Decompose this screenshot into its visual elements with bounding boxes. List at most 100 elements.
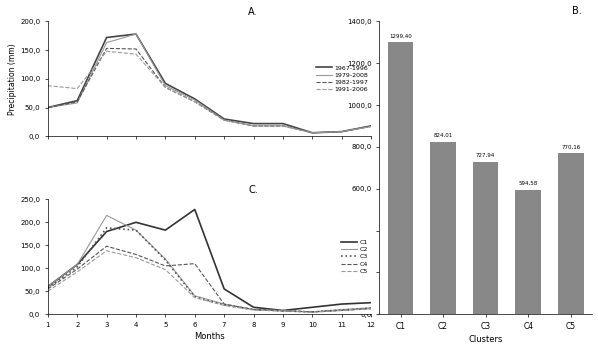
C3 — [132, 228, 139, 232]
Line: C5: C5 — [48, 251, 371, 312]
1991-2006 — [221, 118, 228, 122]
1967-1996 — [279, 121, 286, 126]
X-axis label: Months: Months — [194, 332, 225, 341]
1979-2008 — [309, 131, 316, 135]
Bar — [558, 153, 584, 314]
1979-2008 — [368, 124, 375, 129]
C3 — [103, 226, 110, 230]
C1 — [279, 308, 286, 313]
Line: C2: C2 — [48, 215, 371, 312]
C4 — [103, 244, 110, 248]
C1 — [338, 302, 345, 306]
C4 — [191, 262, 199, 266]
C4 — [221, 302, 228, 306]
Text: 770,16: 770,16 — [561, 144, 581, 149]
Legend: C1, C2, C3, C4, C5: C1, C2, C3, C4, C5 — [341, 240, 368, 274]
Text: A.: A. — [248, 7, 258, 17]
C2 — [309, 310, 316, 314]
Line: 1982-1997: 1982-1997 — [48, 49, 371, 133]
Legend: 1967-1996, 1979-2008, 1982-1997, 1991-2006: 1967-1996, 1979-2008, 1982-1997, 1991-20… — [316, 65, 368, 92]
C4 — [368, 307, 375, 311]
C1 — [250, 305, 257, 310]
1991-2006 — [191, 100, 199, 104]
1982-1997 — [74, 100, 81, 104]
1991-2006 — [44, 84, 51, 88]
Text: B.: B. — [572, 6, 581, 16]
1991-2006 — [368, 124, 375, 129]
Bar — [388, 42, 413, 314]
1982-1997 — [191, 100, 199, 104]
C4 — [132, 252, 139, 257]
C5 — [132, 256, 139, 260]
C5 — [74, 270, 81, 274]
C1 — [191, 207, 199, 212]
C2 — [279, 308, 286, 313]
1979-2008 — [221, 118, 228, 122]
C2 — [338, 307, 345, 312]
Text: 824,01: 824,01 — [434, 133, 453, 138]
Line: C4: C4 — [48, 246, 371, 312]
1991-2006 — [279, 124, 286, 128]
C3 — [191, 295, 199, 299]
C1 — [162, 228, 169, 232]
C1 — [44, 285, 51, 289]
C3 — [368, 306, 375, 310]
C3 — [338, 308, 345, 312]
1967-1996 — [309, 131, 316, 135]
1991-2006 — [250, 124, 257, 128]
C4 — [162, 264, 169, 268]
Line: 1967-1996: 1967-1996 — [48, 34, 371, 133]
Line: 1991-2006: 1991-2006 — [48, 51, 371, 133]
C5 — [279, 309, 286, 313]
C4 — [44, 287, 51, 291]
1967-1996 — [191, 97, 199, 101]
1982-1997 — [368, 124, 375, 129]
C2 — [44, 285, 51, 289]
Line: C1: C1 — [48, 210, 371, 311]
1979-2008 — [74, 101, 81, 105]
C5 — [191, 296, 199, 300]
C2 — [191, 294, 199, 298]
1979-2008 — [132, 32, 139, 36]
1979-2008 — [191, 98, 199, 102]
C5 — [221, 303, 228, 308]
Bar — [515, 190, 541, 314]
1991-2006 — [309, 131, 316, 135]
C1 — [221, 287, 228, 291]
1967-1996 — [44, 105, 51, 110]
1982-1997 — [250, 124, 257, 128]
1979-2008 — [44, 105, 51, 110]
1982-1997 — [103, 46, 110, 51]
Bar — [431, 142, 456, 314]
C4 — [279, 309, 286, 313]
Line: 1979-2008: 1979-2008 — [48, 34, 371, 133]
1982-1997 — [162, 85, 169, 90]
Text: 727,94: 727,94 — [476, 153, 495, 158]
1979-2008 — [103, 40, 110, 45]
1967-1996 — [103, 35, 110, 40]
C5 — [250, 308, 257, 312]
1967-1996 — [162, 81, 169, 86]
C2 — [368, 306, 375, 310]
C1 — [368, 301, 375, 305]
C2 — [162, 257, 169, 261]
Text: 1299,40: 1299,40 — [389, 34, 412, 39]
1979-2008 — [250, 124, 257, 128]
Bar — [473, 162, 498, 314]
C2 — [74, 262, 81, 267]
1982-1997 — [279, 124, 286, 128]
1991-2006 — [74, 86, 81, 91]
C3 — [162, 258, 169, 262]
Line: C3: C3 — [48, 228, 371, 312]
C4 — [338, 308, 345, 313]
1967-1996 — [368, 124, 375, 128]
C5 — [44, 289, 51, 293]
C2 — [221, 302, 228, 306]
1982-1997 — [132, 47, 139, 51]
1982-1997 — [309, 131, 316, 135]
Text: C.: C. — [248, 185, 258, 195]
C5 — [162, 267, 169, 272]
C1 — [103, 229, 110, 233]
1967-1996 — [132, 32, 139, 36]
1979-2008 — [279, 124, 286, 128]
